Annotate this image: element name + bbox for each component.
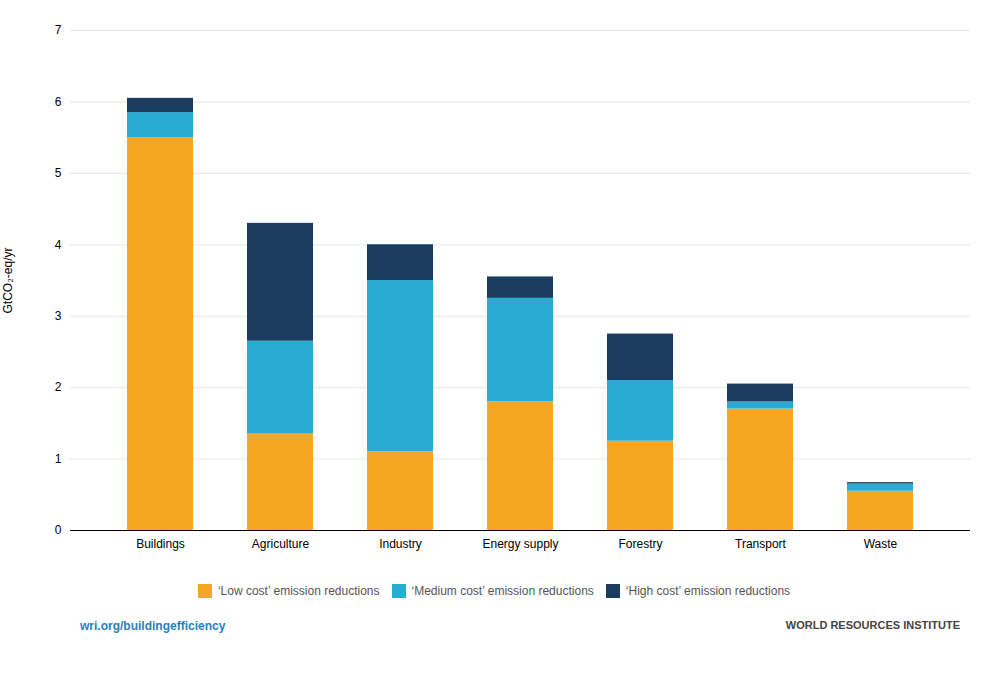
svg-text:Energy supply: Energy supply: [482, 537, 558, 551]
svg-text:Agriculture: Agriculture: [252, 537, 310, 551]
svg-text:7: 7: [55, 23, 62, 37]
svg-text:1: 1: [55, 452, 62, 466]
svg-text:6: 6: [55, 95, 62, 109]
svg-text:Industry: Industry: [379, 537, 422, 551]
svg-text:5: 5: [55, 166, 62, 180]
svg-text:0: 0: [55, 523, 62, 537]
svg-text:Transport: Transport: [735, 537, 787, 551]
svg-text:2: 2: [55, 380, 62, 394]
svg-text:3: 3: [55, 309, 62, 323]
svg-text:4: 4: [55, 238, 62, 252]
svg-text:Forestry: Forestry: [618, 537, 662, 551]
svg-text:GtCO₂-eq/yr: GtCO₂-eq/yr: [1, 247, 15, 313]
html-text:wri.org/buildingefficiency: wri.org/buildingefficiency: [80, 619, 226, 633]
html-text:‘High cost’ emission reduction: ‘High cost’ emission reductions: [625, 583, 791, 598]
html-text:WORLD RESOURCES INSTITUTE: WORLD RESOURCES INSTITUTE: [785, 619, 960, 631]
svg-text:Buildings: Buildings: [136, 537, 185, 551]
html-text:‘Low cost’ emission reductions: ‘Low cost’ emission reductions: [217, 583, 380, 598]
html-text:‘Medium cost’ emission reducti: ‘Medium cost’ emission reductions: [411, 583, 594, 598]
svg-text:Waste: Waste: [864, 537, 898, 551]
